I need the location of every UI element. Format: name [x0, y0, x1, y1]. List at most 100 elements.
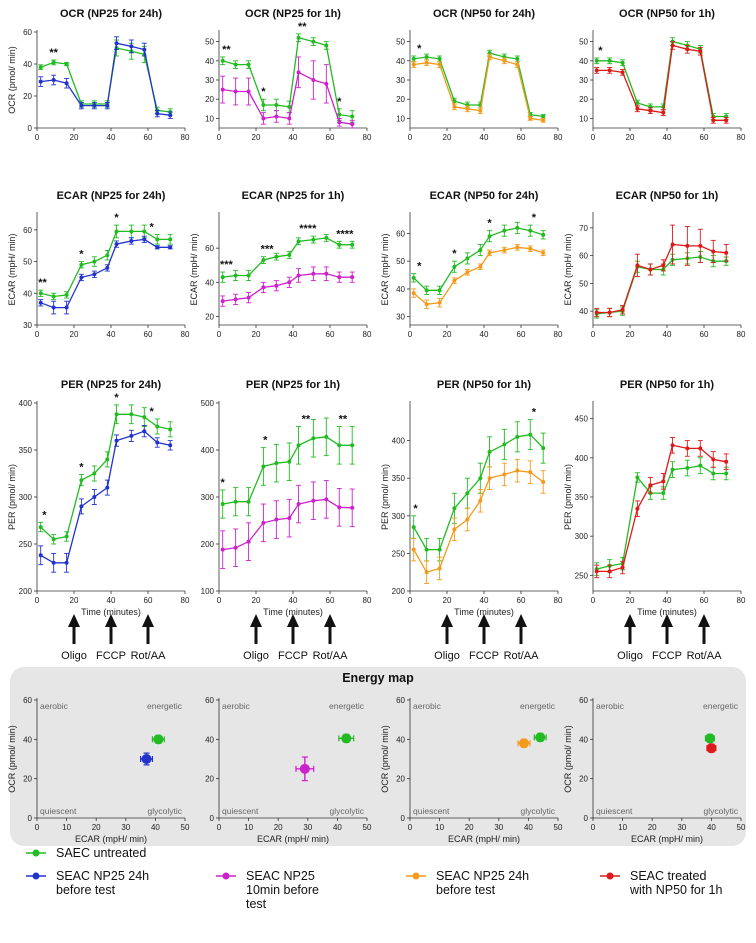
x-tick-label: 20	[443, 596, 452, 605]
chart-panel-0: 0 20 40 60 80 0 20 40 60 OCR (NP25 for 24h) OCR (p…	[7, 8, 190, 142]
x-tick-label: 80	[554, 596, 563, 605]
y-tick-label: 0	[584, 814, 589, 823]
data-point	[465, 256, 470, 261]
x-tick-label: 50	[737, 823, 746, 832]
energy-point-np50_1h	[706, 743, 717, 754]
data-point	[324, 235, 329, 240]
data-point	[233, 545, 238, 550]
data-point	[350, 242, 355, 247]
series-line	[222, 436, 353, 505]
data-point	[698, 243, 703, 248]
data-point	[424, 547, 429, 552]
arrow-label-rot-aa: Rot/AA	[313, 650, 349, 662]
data-point	[168, 237, 173, 242]
x-tick-label: 30	[121, 823, 130, 832]
legend-label: before test	[436, 883, 496, 897]
y-tick-label: 60	[205, 696, 214, 705]
energy-point-untreated	[338, 733, 355, 744]
data-point	[515, 434, 520, 439]
x-tick-label: 80	[554, 133, 563, 142]
arrow-label-fccp: FCCP	[278, 650, 308, 662]
data-point	[437, 62, 442, 67]
data-point	[311, 78, 316, 82]
data-point	[261, 520, 266, 525]
arrow-head	[441, 614, 453, 627]
data-point	[168, 113, 173, 118]
series-untreated	[594, 457, 729, 576]
significance-marker: *	[487, 218, 492, 230]
panel-title: PER (NP50 for 1h)	[620, 379, 714, 391]
data-point	[411, 62, 416, 67]
x-tick-label: 0	[408, 133, 413, 142]
data-point	[515, 245, 520, 250]
y-tick-label: 50	[396, 257, 405, 266]
data-point	[465, 270, 470, 275]
data-point	[515, 62, 520, 67]
legend-label: SEAC NP25 24h	[56, 869, 149, 883]
x-axis-label: ECAR (mpH/ min)	[75, 834, 147, 844]
x-tick-label: 40	[107, 133, 116, 142]
y-tick-label: 40	[579, 735, 588, 744]
x-tick-label: 20	[626, 596, 635, 605]
data-point	[487, 234, 492, 239]
data-point	[478, 264, 483, 269]
y-tick-label: 20	[205, 95, 214, 104]
data-point	[528, 228, 533, 233]
y-axis-label: ECAR (mpH/ min)	[189, 233, 199, 305]
arrow-label-fccp: FCCP	[96, 650, 126, 662]
data-point	[478, 108, 483, 113]
x-tick-label: 80	[737, 133, 746, 142]
x-tick-label: 60	[700, 330, 709, 339]
treatment-arrows: Oligo FCCP Rot/AA Oligo FCCP Rot/AA Oligo FCCP R…	[61, 614, 722, 662]
data-point	[261, 285, 266, 290]
y-tick-label: 60	[396, 229, 405, 238]
y-tick-label: 30	[579, 76, 588, 85]
energy-point	[706, 743, 717, 754]
x-tick-label: 40	[480, 596, 489, 605]
data-point	[515, 468, 520, 473]
x-tick-label: 40	[707, 823, 716, 832]
panel-title: OCR (NP50 for 1h)	[619, 8, 715, 20]
y-tick-label: 300	[392, 512, 406, 521]
data-point	[274, 461, 279, 466]
data-point	[142, 229, 147, 234]
data-point	[670, 43, 675, 48]
y-tick-label: 50	[579, 38, 588, 47]
data-point	[114, 438, 119, 443]
significance-marker: *	[417, 261, 422, 273]
y-tick-label: 30	[396, 313, 405, 322]
y-tick-label: 350	[392, 474, 406, 483]
y-tick-label: 450	[575, 415, 589, 424]
y-tick-label: 60	[23, 28, 32, 37]
series-line	[596, 44, 727, 121]
x-tick-label: 0	[217, 133, 222, 142]
data-point	[620, 307, 625, 312]
data-point	[246, 273, 251, 278]
series-untreated	[411, 49, 546, 119]
data-point	[324, 497, 329, 502]
data-point	[437, 56, 442, 61]
legend-label: SEAC treated	[630, 869, 706, 883]
series-np25_24h	[38, 235, 173, 315]
data-point	[478, 498, 483, 503]
y-tick-label: 300	[201, 493, 215, 502]
y-tick-label: 50	[23, 258, 32, 267]
series-np25_24h_orange	[411, 53, 546, 123]
x-tick-label: 50	[554, 823, 563, 832]
y-tick-label: 350	[19, 446, 33, 455]
significance-marker: ***	[261, 244, 275, 256]
series-np25_24h_orange	[411, 458, 546, 584]
y-tick-label: 20	[23, 92, 32, 101]
data-point	[661, 263, 666, 268]
data-point	[502, 58, 507, 63]
significance-marker: ***	[220, 259, 234, 271]
x-tick-label: 80	[363, 330, 372, 339]
arrow-head	[515, 614, 527, 627]
x-tick-label: 0	[408, 330, 413, 339]
data-point	[296, 502, 301, 507]
data-point	[233, 297, 238, 302]
data-point	[711, 249, 716, 254]
